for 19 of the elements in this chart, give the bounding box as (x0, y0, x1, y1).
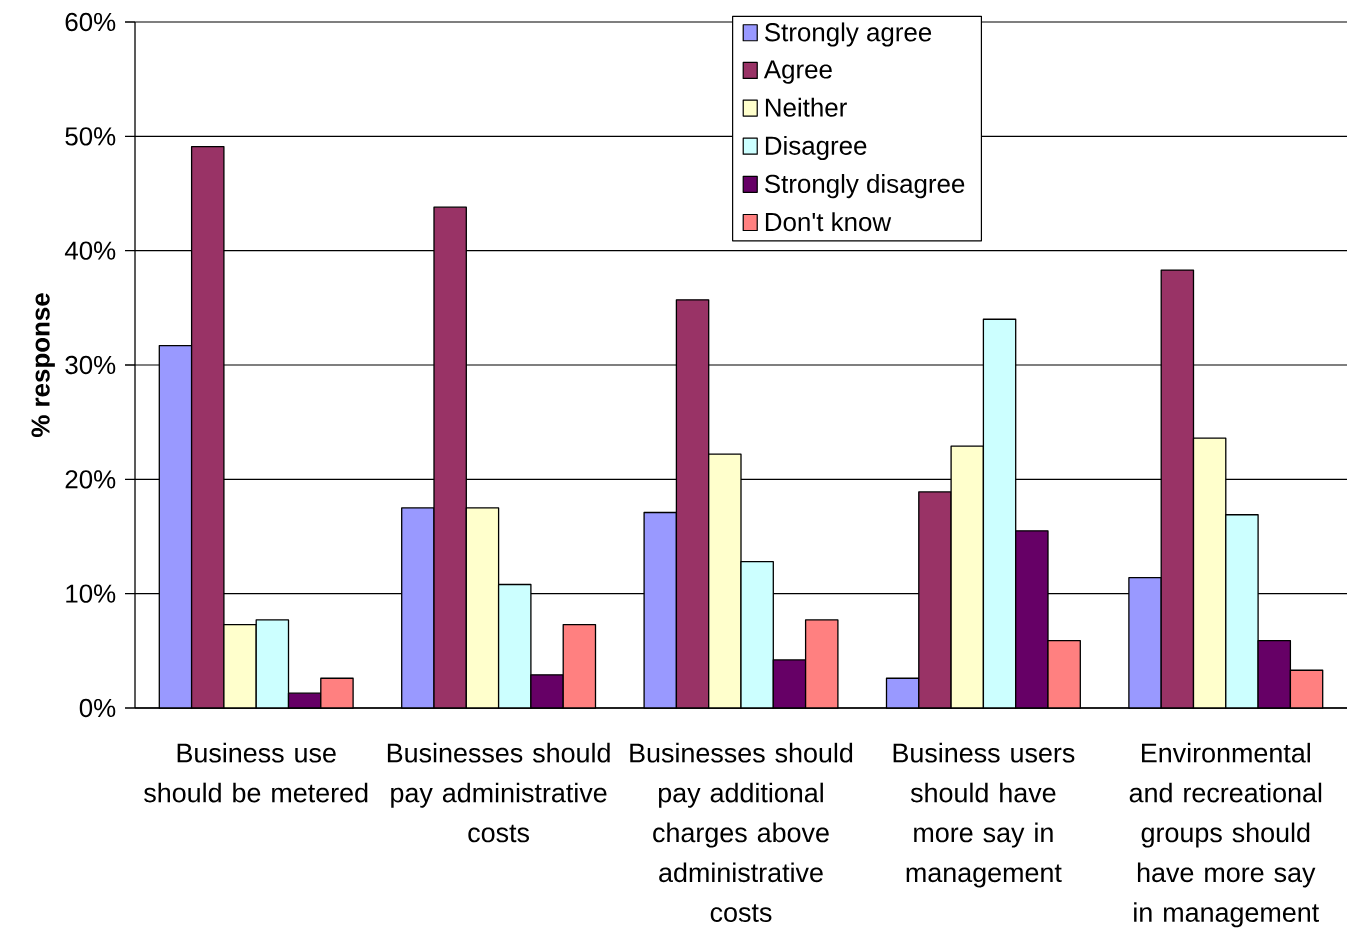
y-tick-label: 20% (65, 470, 116, 489)
legend-label: Don't know (765, 212, 892, 232)
x-tick-label: Business users should have more say in management (893, 742, 1075, 888)
y-tick-label: 40% (64, 241, 116, 260)
y-tick-label: 50% (65, 127, 116, 146)
legend-label: Strongly disagree (765, 174, 965, 199)
y-tick-label: 0% (79, 698, 116, 718)
x-tick-label: Environmental and recreational groups should have more say in management (1129, 742, 1322, 928)
y-tick-label: 10% (66, 584, 116, 603)
x-tick-label: Business use should be metered (144, 742, 368, 803)
x-tick-label: Businesses should pay administrative costs (387, 742, 610, 843)
legend-label: Agree (763, 60, 832, 84)
y-tick-label: 60% (65, 12, 116, 32)
legend-label: Strongly agree (765, 22, 932, 47)
y-axis-title: % response (31, 293, 55, 438)
y-tick-label: 30% (65, 355, 116, 375)
legend-label: Disagree (765, 135, 867, 161)
x-tick-label: Businesses should pay additional charges above administrative costs (630, 742, 853, 922)
legend-label: Neither (765, 97, 847, 117)
